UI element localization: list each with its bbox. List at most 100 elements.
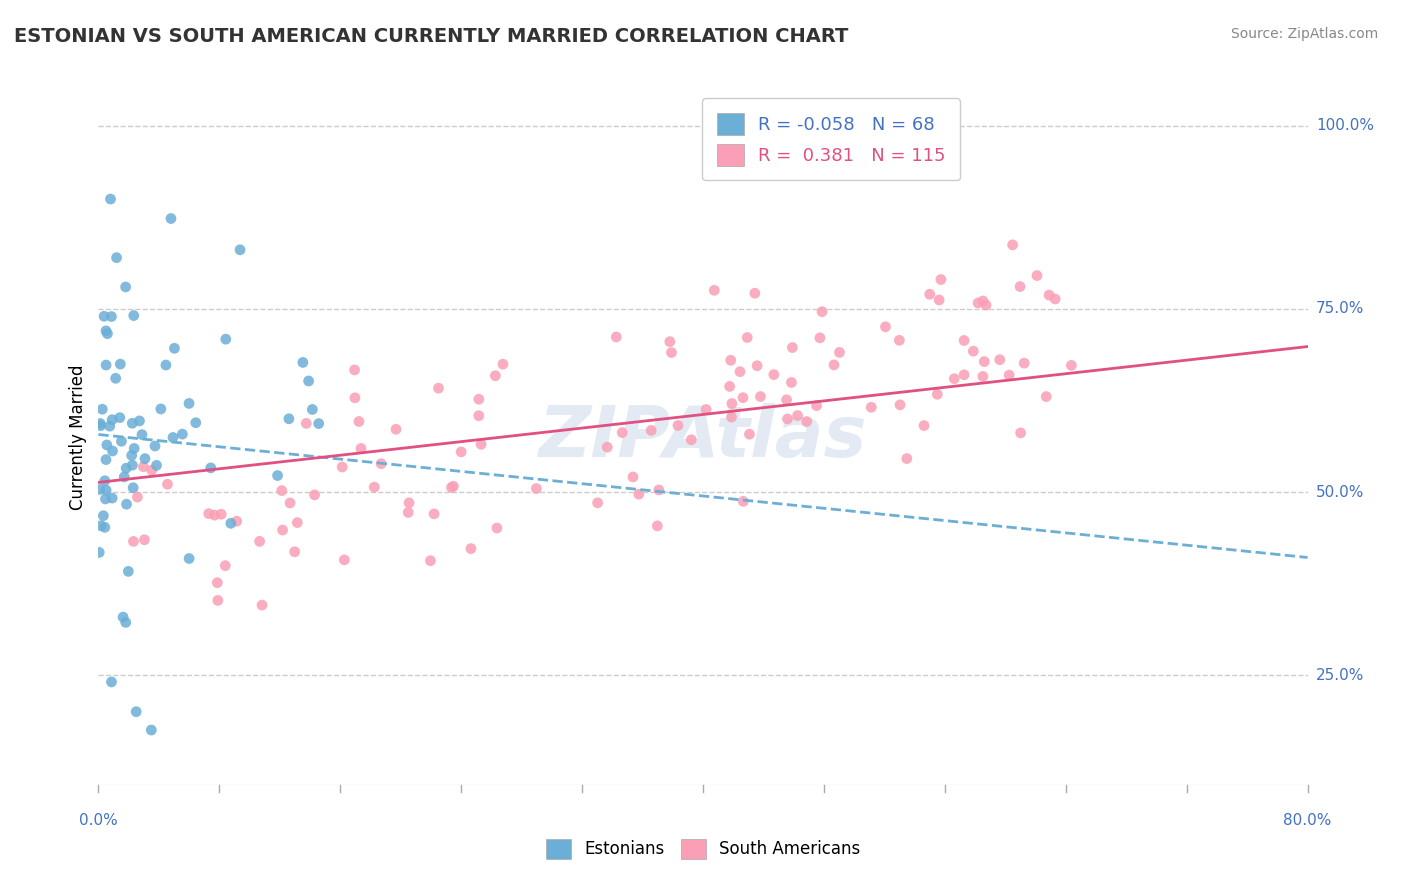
Point [1060,359,1083,373]
Point [621,470,644,484]
Point [121,458,143,472]
Point [162,430,184,444]
Text: ESTONIAN VS SOUTH AMERICAN CURRENTLY MARRIED CORRELATION CHART: ESTONIAN VS SOUTH AMERICAN CURRENTLY MAR… [14,27,848,45]
Point [121,416,143,430]
Point [627,487,650,501]
Point [738,427,761,442]
Point [121,449,143,463]
Point [200,461,222,475]
Point [207,575,229,590]
Text: 80.0%: 80.0% [1284,814,1331,828]
Text: 50.0%: 50.0% [1316,484,1364,500]
Point [363,480,385,494]
Legend: Estonians, South Americans: Estonians, South Americans [538,832,868,866]
Point [100,310,122,324]
Text: 0.0%: 0.0% [79,814,118,828]
Point [330,460,353,475]
Point [720,353,742,368]
Text: Source: ZipAtlas.com: Source: ZipAtlas.com [1230,27,1378,41]
Point [962,344,984,359]
Legend: R = -0.058   N = 68, R =  0.381   N = 115: R = -0.058 N = 68, R = 0.381 N = 115 [702,98,960,180]
Point [89,545,111,559]
Point [101,444,124,458]
Point [141,463,163,477]
Point [304,488,326,502]
Point [112,610,135,624]
Point [343,391,366,405]
Point [720,410,742,425]
Point [96,326,118,341]
Point [492,357,515,371]
Point [775,392,797,407]
Point [105,251,128,265]
Point [1038,288,1060,302]
Point [343,363,366,377]
Point [658,334,681,349]
Point [295,417,318,431]
Point [423,507,446,521]
Point [419,554,441,568]
Text: 75.0%: 75.0% [1316,301,1364,317]
Point [93,310,115,324]
Point [284,545,307,559]
Point [128,414,150,428]
Point [998,368,1021,383]
Point [215,332,238,346]
Point [127,490,149,504]
Point [184,416,207,430]
Point [745,359,768,373]
Point [122,534,145,549]
Point [333,553,356,567]
Point [889,334,911,348]
Text: ZIPAtlas: ZIPAtlas [538,402,868,472]
Y-axis label: Currently Married: Currently Married [69,364,87,510]
Point [101,413,124,427]
Point [134,533,156,547]
Point [661,345,683,359]
Point [110,434,132,449]
Point [929,272,952,286]
Point [728,365,751,379]
Point [972,293,994,308]
Point [108,410,131,425]
Point [214,558,236,573]
Point [1043,292,1066,306]
Point [89,483,111,497]
Point [912,418,935,433]
Point [1026,268,1049,283]
Point [122,481,145,495]
Point [122,442,145,456]
Point [207,593,229,607]
Point [266,468,288,483]
Point [204,508,226,523]
Point [219,516,242,531]
Point [721,396,744,410]
Point [953,334,976,348]
Point [114,615,136,630]
Point [806,399,828,413]
Point [301,402,323,417]
Point [974,298,997,312]
Point [112,470,135,484]
Point [967,296,990,310]
Point [1010,425,1032,440]
Point [160,211,183,226]
Point [396,505,419,519]
Point [179,551,201,566]
Point [278,496,301,510]
Point [786,409,808,423]
Point [744,286,766,301]
Point [155,358,177,372]
Point [94,324,117,338]
Point [718,379,741,393]
Point [270,483,292,498]
Point [427,381,450,395]
Point [988,352,1011,367]
Point [398,496,420,510]
Point [370,457,392,471]
Point [156,477,179,491]
Point [460,541,482,556]
Point [450,445,472,459]
Point [271,523,294,537]
Text: 100.0%: 100.0% [1316,119,1374,133]
